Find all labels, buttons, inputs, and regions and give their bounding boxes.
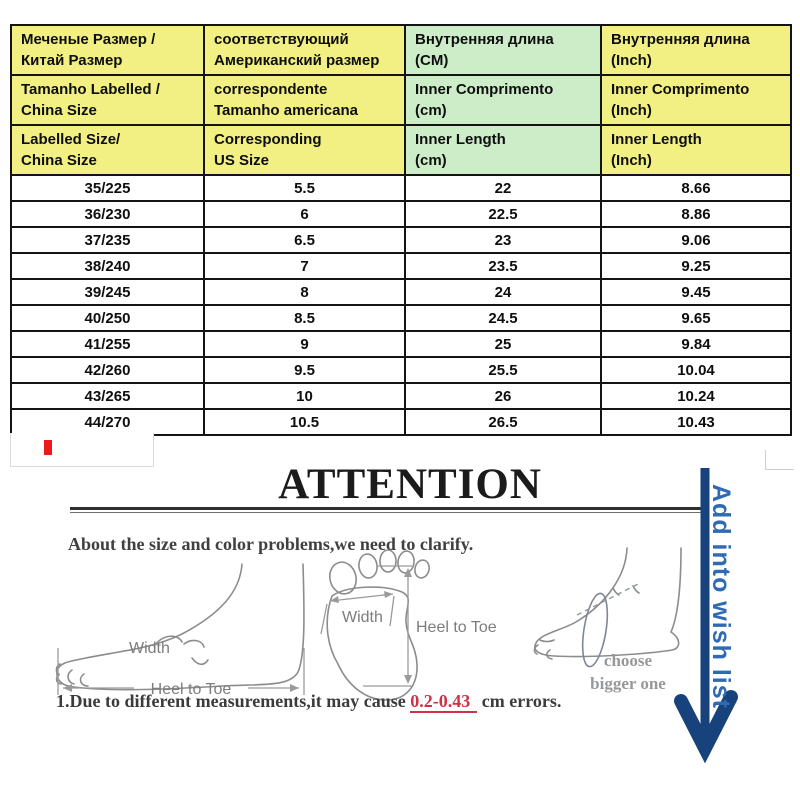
size-cell: 10.04: [600, 356, 792, 384]
header-cell: Corresponding US Size: [203, 124, 406, 176]
note-prefix: 1.Due to different measurements,it may c…: [56, 691, 411, 711]
attention-divider: [70, 507, 706, 513]
wishlist-down-arrow-icon: [674, 468, 738, 764]
size-cell: 25.5: [404, 356, 602, 384]
note-suffix: cm errors.: [477, 691, 562, 711]
table-remnant-box: [10, 433, 154, 467]
size-cell: 22.5: [404, 200, 602, 228]
side-foot-length-label: Heel to Toe: [151, 681, 232, 698]
size-cell: 8.5: [203, 304, 406, 332]
size-row: 43/265 10 26 10.24: [10, 382, 792, 410]
size-cell: 10.24: [600, 382, 792, 410]
size-cell: 35/225: [10, 174, 205, 202]
size-cell: 5.5: [203, 174, 406, 202]
header-cell: Внутренняя длина (CM): [404, 24, 602, 76]
size-cell: 24: [404, 278, 602, 306]
wishlist-label: Add into wish list: [707, 484, 735, 709]
size-row: 40/250 8.5 24.5 9.65: [10, 304, 792, 332]
size-row: 44/270 10.5 26.5 10.43: [10, 408, 792, 436]
size-row: 39/245 8 24 9.45: [10, 278, 792, 306]
header-cell: Inner Length (Inch): [600, 124, 792, 176]
size-row: 42/260 9.5 25.5 10.04: [10, 356, 792, 384]
header-cell: соответствующий Американский размер: [203, 24, 406, 76]
size-cell: 9.5: [203, 356, 406, 384]
size-cell: 8.86: [600, 200, 792, 228]
size-cell: 6.5: [203, 226, 406, 254]
size-cell: 9.65: [600, 304, 792, 332]
size-cell: 41/255: [10, 330, 205, 358]
side-foot-width-label: Width: [129, 640, 170, 657]
size-row: 36/230 6 22.5 8.86: [10, 200, 792, 228]
size-cell: 6: [203, 200, 406, 228]
size-cell: 25: [404, 330, 602, 358]
header-cell: Inner Length (cm): [404, 124, 602, 176]
girth-foot-diagram: choose bigger one: [533, 547, 682, 693]
choose-hint-line1: choose: [604, 651, 653, 670]
faint-corner-line: [765, 450, 794, 470]
header-row: Labelled Size/China Size Corresponding US …: [10, 124, 792, 176]
header-cell: correspondente Tamanho americana: [203, 74, 406, 126]
size-cell: 22: [404, 174, 602, 202]
footprint-width-label: Width: [342, 609, 383, 626]
measure-error-note: 1.Due to different measurements,it may c…: [56, 691, 562, 713]
header-cell: Labelled Size/China Size: [10, 124, 205, 176]
size-cell: 43/265: [10, 382, 205, 410]
size-cell: 44/270: [10, 408, 205, 436]
size-cell: 26.5: [404, 408, 602, 436]
size-cell: 10: [203, 382, 406, 410]
size-cell: 37/235: [10, 226, 205, 254]
size-cell: 24.5: [404, 304, 602, 332]
size-cell: 9.25: [600, 252, 792, 280]
header-cell: Внутренняя длина (Inch): [600, 24, 792, 76]
footprint-measure-diagram: Width Heel to Toe: [320, 549, 497, 701]
choose-hint-line2: bigger one: [590, 674, 666, 693]
size-cell: 39/245: [10, 278, 205, 306]
red-cursor-mark: [44, 440, 52, 455]
size-cell: 9.84: [600, 330, 792, 358]
size-cell: 40/250: [10, 304, 205, 332]
footprint-length-label: Heel to Toe: [416, 619, 497, 636]
size-table: Меченые Размер / Китай Размер соответствую…: [10, 24, 792, 436]
size-cell: 10.5: [203, 408, 406, 436]
note-highlight: 0.2-0.43: [410, 691, 478, 713]
header-cell: Меченые Размер / Китай Размер: [10, 24, 205, 76]
header-cell: Tamanho Labelled / China Size: [10, 74, 205, 126]
header-cell: Inner Comprimento (Inch): [600, 74, 792, 126]
size-cell: 42/260: [10, 356, 205, 384]
size-cell: 23.5: [404, 252, 602, 280]
size-cell: 36/230: [10, 200, 205, 228]
size-cell: 8.66: [600, 174, 792, 202]
header-cell: Inner Comprimento (cm): [404, 74, 602, 126]
size-row: 35/225 5.5 22 8.66: [10, 174, 792, 202]
size-cell: 26: [404, 382, 602, 410]
size-cell: 9.45: [600, 278, 792, 306]
size-row: 41/255 9 25 9.84: [10, 330, 792, 358]
attention-title: ATTENTION: [278, 461, 542, 508]
header-row: Tamanho Labelled / China Size corresponden…: [10, 74, 792, 126]
size-cell: 8: [203, 278, 406, 306]
size-row: 37/235 6.5 23 9.06: [10, 226, 792, 254]
size-cell: 38/240: [10, 252, 205, 280]
size-cell: 9.06: [600, 226, 792, 254]
size-cell: 7: [203, 252, 406, 280]
side-foot-measure-diagram: Width Heel to Toe: [55, 563, 305, 698]
header-row: Меченые Размер / Китай Размер соответствую…: [10, 24, 792, 76]
clarify-text: About the size and color problems,we nee…: [68, 534, 474, 554]
size-row: 38/240 7 23.5 9.25: [10, 252, 792, 280]
size-cell: 9: [203, 330, 406, 358]
size-cell: 10.43: [600, 408, 792, 436]
size-cell: 23: [404, 226, 602, 254]
